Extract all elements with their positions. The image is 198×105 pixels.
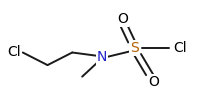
Text: S: S — [130, 41, 139, 55]
Text: N: N — [97, 50, 107, 64]
Text: Cl: Cl — [173, 41, 187, 55]
Text: O: O — [148, 75, 159, 89]
Text: Cl: Cl — [7, 45, 21, 60]
Text: O: O — [117, 12, 128, 26]
